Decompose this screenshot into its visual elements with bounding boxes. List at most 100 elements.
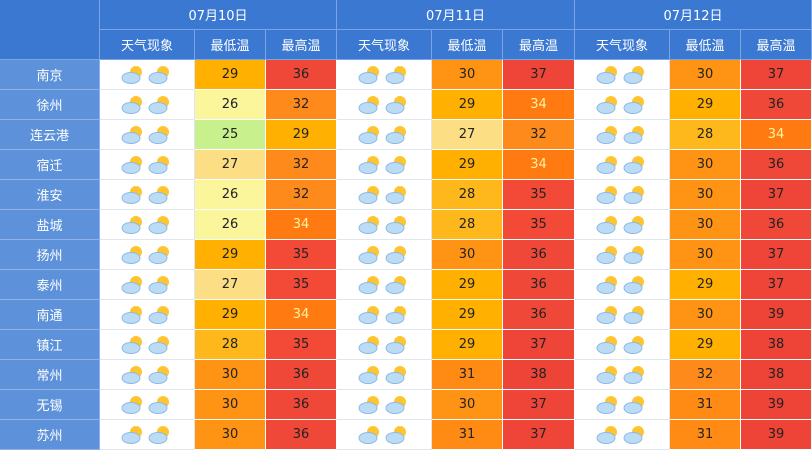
min-temp: 31: [432, 360, 503, 390]
weather-icon: [358, 365, 406, 384]
min-temp: 28: [195, 330, 266, 360]
max-temp: 34: [741, 120, 812, 150]
weather-cell: [575, 240, 670, 270]
min-temp: 29: [195, 60, 266, 90]
city-name: 镇江: [0, 330, 100, 360]
city-name: 常州: [0, 360, 100, 390]
weather-icon: [121, 215, 169, 234]
weather-cell: [100, 210, 195, 240]
max-temp: 35: [503, 210, 575, 240]
min-temp: 26: [195, 90, 266, 120]
weather-icon: [358, 395, 406, 414]
weather-icon: [121, 365, 169, 384]
weather-icon: [121, 125, 169, 144]
max-temp: 32: [266, 90, 337, 120]
weather-cell: [100, 150, 195, 180]
min-temp: 29: [432, 150, 503, 180]
min-temp: 25: [195, 120, 266, 150]
weather-cell: [100, 300, 195, 330]
max-temp: 37: [503, 60, 575, 90]
weather-icon: [596, 305, 644, 324]
max-temp: 39: [741, 300, 812, 330]
max-temp: 38: [503, 360, 575, 390]
weather-cell: [100, 60, 195, 90]
city-name: 南京: [0, 60, 100, 90]
min-temp: 29: [432, 270, 503, 300]
max-temp: 37: [503, 390, 575, 420]
date-header: 07月12日: [575, 0, 812, 30]
column-header: 最高温: [503, 30, 575, 60]
weather-cell: [337, 300, 432, 330]
max-temp: 38: [741, 330, 812, 360]
min-temp: 26: [195, 210, 266, 240]
min-temp: 29: [432, 330, 503, 360]
weather-icon: [358, 275, 406, 294]
weather-cell: [575, 90, 670, 120]
weather-cell: [337, 330, 432, 360]
min-temp: 28: [432, 180, 503, 210]
max-temp: 37: [503, 420, 575, 450]
weather-icon: [596, 365, 644, 384]
max-temp: 36: [266, 360, 337, 390]
weather-icon: [358, 155, 406, 174]
weather-cell: [337, 120, 432, 150]
column-header: 最低温: [432, 30, 503, 60]
max-temp: 35: [503, 180, 575, 210]
weather-icon: [596, 335, 644, 354]
max-temp: 34: [503, 90, 575, 120]
max-temp: 39: [741, 390, 812, 420]
weather-cell: [100, 420, 195, 450]
max-temp: 36: [741, 90, 812, 120]
weather-cell: [575, 330, 670, 360]
max-temp: 36: [741, 150, 812, 180]
weather-icon: [121, 185, 169, 204]
weather-cell: [100, 330, 195, 360]
weather-icon: [358, 425, 406, 444]
weather-cell: [575, 300, 670, 330]
min-temp: 30: [670, 300, 741, 330]
max-temp: 39: [741, 420, 812, 450]
min-temp: 30: [670, 210, 741, 240]
weather-icon: [121, 425, 169, 444]
weather-icon: [121, 245, 169, 264]
city-name: 泰州: [0, 270, 100, 300]
weather-icon: [358, 125, 406, 144]
min-temp: 29: [195, 240, 266, 270]
max-temp: 37: [741, 60, 812, 90]
min-temp: 30: [432, 60, 503, 90]
max-temp: 32: [266, 180, 337, 210]
min-temp: 30: [195, 420, 266, 450]
weather-icon: [121, 95, 169, 114]
weather-cell: [100, 270, 195, 300]
weather-cell: [575, 180, 670, 210]
weather-cell: [575, 150, 670, 180]
max-temp: 34: [503, 150, 575, 180]
weather-cell: [337, 420, 432, 450]
max-temp: 37: [503, 330, 575, 360]
min-temp: 29: [432, 300, 503, 330]
weather-cell: [575, 120, 670, 150]
weather-cell: [337, 390, 432, 420]
weather-icon: [596, 185, 644, 204]
min-temp: 27: [195, 150, 266, 180]
weather-icon: [596, 275, 644, 294]
max-temp: 35: [266, 330, 337, 360]
max-temp: 37: [741, 240, 812, 270]
min-temp: 26: [195, 180, 266, 210]
column-header: 最高温: [741, 30, 812, 60]
weather-icon: [121, 335, 169, 354]
weather-cell: [100, 120, 195, 150]
min-temp: 30: [670, 240, 741, 270]
weather-icon: [358, 95, 406, 114]
column-header: 天气现象: [575, 30, 670, 60]
weather-icon: [596, 125, 644, 144]
min-temp: 27: [195, 270, 266, 300]
min-temp: 32: [670, 360, 741, 390]
weather-icon: [596, 395, 644, 414]
max-temp: 37: [741, 180, 812, 210]
weather-icon: [358, 335, 406, 354]
city-name: 无锡: [0, 390, 100, 420]
weather-icon: [358, 245, 406, 264]
city-name: 连云港: [0, 120, 100, 150]
